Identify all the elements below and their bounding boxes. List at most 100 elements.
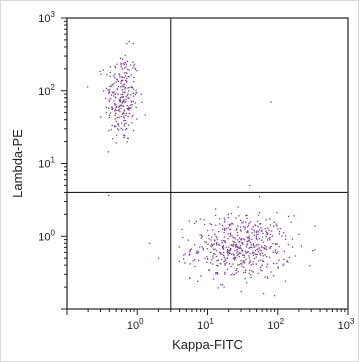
data-point (213, 248, 215, 250)
data-point (128, 69, 130, 71)
data-point (119, 99, 121, 101)
data-point (264, 247, 266, 250)
x-tick-label: 103 (338, 317, 355, 332)
data-point (123, 117, 125, 119)
data-point (210, 223, 213, 226)
data-point (260, 266, 262, 268)
data-point (220, 252, 222, 254)
data-point (245, 269, 247, 272)
data-point (216, 241, 218, 244)
data-point (261, 246, 263, 249)
data-point (215, 255, 218, 258)
data-point (284, 238, 287, 240)
data-point (126, 107, 128, 110)
data-point (249, 238, 251, 240)
data-point (236, 248, 238, 251)
data-point (221, 239, 223, 242)
data-point (246, 251, 249, 254)
data-point (227, 252, 229, 254)
data-point (235, 269, 237, 272)
data-point (282, 264, 284, 267)
data-point (126, 68, 129, 71)
data-point (226, 268, 229, 270)
data-point (127, 93, 129, 95)
data-point (248, 257, 251, 259)
data-point (229, 248, 231, 250)
data-point (114, 114, 116, 116)
data-point (110, 85, 112, 88)
data-point (247, 224, 250, 226)
data-point (233, 259, 236, 261)
data-point (234, 241, 236, 244)
data-point (125, 101, 127, 103)
data-point (218, 217, 221, 220)
data-point (252, 261, 254, 263)
data-point (258, 229, 261, 231)
data-point (251, 232, 253, 234)
data-point (235, 272, 237, 274)
data-point (105, 87, 107, 90)
data-point (217, 265, 219, 267)
data-point (235, 256, 237, 259)
data-point (131, 122, 133, 124)
data-point (116, 79, 119, 81)
data-point (114, 118, 116, 120)
data-point (242, 261, 244, 263)
data-point (134, 102, 136, 104)
data-point (102, 69, 105, 71)
data-point (309, 265, 311, 267)
data-point (132, 92, 135, 95)
data-point (195, 220, 198, 223)
data-point (258, 247, 261, 249)
data-point (125, 112, 127, 115)
data-point (132, 61, 134, 63)
data-point (114, 126, 116, 128)
data-point (274, 251, 276, 253)
data-point (215, 224, 217, 226)
data-point (111, 108, 113, 111)
data-point (226, 251, 229, 253)
data-point (99, 70, 101, 73)
data-point (246, 230, 249, 232)
data-point (255, 263, 257, 265)
data-point (248, 272, 250, 274)
data-point (230, 248, 232, 250)
data-point (115, 104, 117, 106)
data-point (222, 251, 225, 254)
data-point (243, 254, 246, 256)
data-point (119, 105, 121, 107)
data-point (109, 66, 112, 68)
data-point (224, 219, 226, 221)
data-point (121, 68, 123, 70)
data-point (130, 86, 132, 89)
data-point (273, 294, 276, 297)
data-point (119, 57, 122, 60)
data-point (214, 208, 217, 210)
data-point (235, 245, 237, 247)
data-point (114, 73, 116, 75)
data-point (228, 223, 230, 226)
data-point (275, 223, 277, 225)
data-point (233, 237, 235, 239)
data-point (207, 229, 209, 232)
data-point (133, 63, 136, 66)
data-point (246, 243, 249, 245)
data-point (115, 134, 118, 137)
data-point (204, 241, 206, 243)
data-point (224, 273, 226, 275)
data-point (267, 277, 269, 279)
data-point (223, 231, 225, 234)
data-point (211, 236, 213, 238)
data-point (216, 260, 218, 262)
data-point (273, 275, 275, 277)
data-point (257, 225, 259, 227)
data-point (122, 79, 124, 82)
data-point (224, 264, 226, 266)
x-tick-label: 102 (267, 317, 284, 332)
data-point (221, 246, 224, 248)
plot-area (66, 17, 349, 310)
data-point (124, 75, 127, 77)
data-point (235, 243, 238, 245)
data-point (249, 261, 251, 263)
